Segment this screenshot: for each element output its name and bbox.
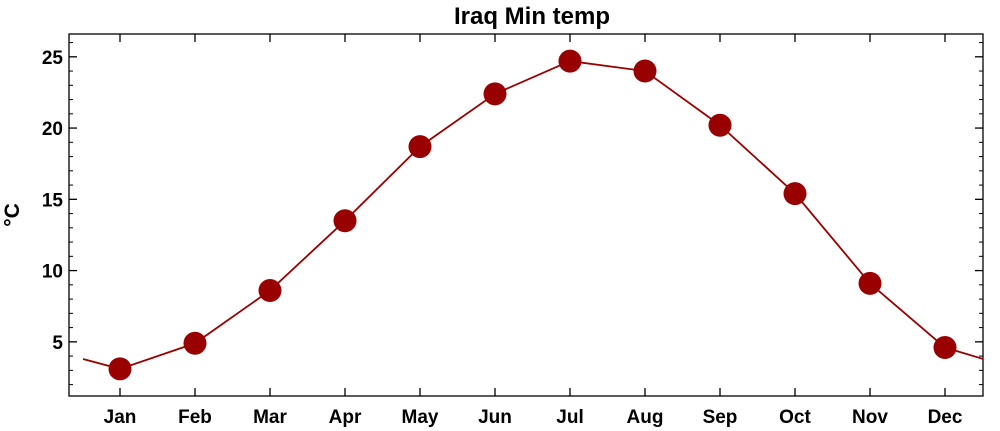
plot-frame xyxy=(68,33,984,397)
data-point-jun xyxy=(483,82,507,106)
data-point-may xyxy=(408,135,432,159)
x-tick-label: Nov xyxy=(852,407,888,428)
data-point-apr xyxy=(333,209,357,233)
x-tick-label: Feb xyxy=(178,407,212,428)
data-point-jul xyxy=(558,49,582,73)
data-point-jan xyxy=(108,357,132,381)
x-tick-label: May xyxy=(402,407,439,428)
y-tick-label: 10 xyxy=(42,262,63,283)
chart-title: Iraq Min temp xyxy=(454,3,610,30)
x-tick-label: Apr xyxy=(329,407,362,428)
series-line xyxy=(82,60,984,370)
data-point-feb xyxy=(183,331,207,355)
y-tick-label: 5 xyxy=(52,333,63,354)
data-point-oct xyxy=(783,182,807,206)
x-tick-label: Aug xyxy=(627,407,664,428)
series-line-group xyxy=(82,49,984,381)
x-tick-label: Mar xyxy=(253,407,287,428)
y-tick-label: 25 xyxy=(42,48,64,69)
data-point-aug xyxy=(633,59,657,83)
x-tick-label: Jul xyxy=(556,407,583,428)
data-point-nov xyxy=(858,271,882,295)
y-axis: 5 10 15 20 25 xyxy=(42,42,983,386)
y-axis-label: °C xyxy=(1,203,24,227)
data-point-dec xyxy=(933,336,957,360)
data-point-sep xyxy=(708,113,732,137)
y-tick-label: 20 xyxy=(42,119,63,140)
x-tick-label: Jan xyxy=(104,407,137,428)
x-axis: Jan Feb Mar Apr May Jun Jul Aug Sep Oct Nov Dec xyxy=(104,34,963,428)
x-tick-label: Oct xyxy=(779,407,811,428)
x-tick-label: Sep xyxy=(703,407,738,428)
x-tick-label: Jun xyxy=(478,407,512,428)
y-tick-label: 15 xyxy=(42,190,64,211)
x-tick-label: Dec xyxy=(928,407,963,428)
data-point-mar xyxy=(258,279,282,303)
